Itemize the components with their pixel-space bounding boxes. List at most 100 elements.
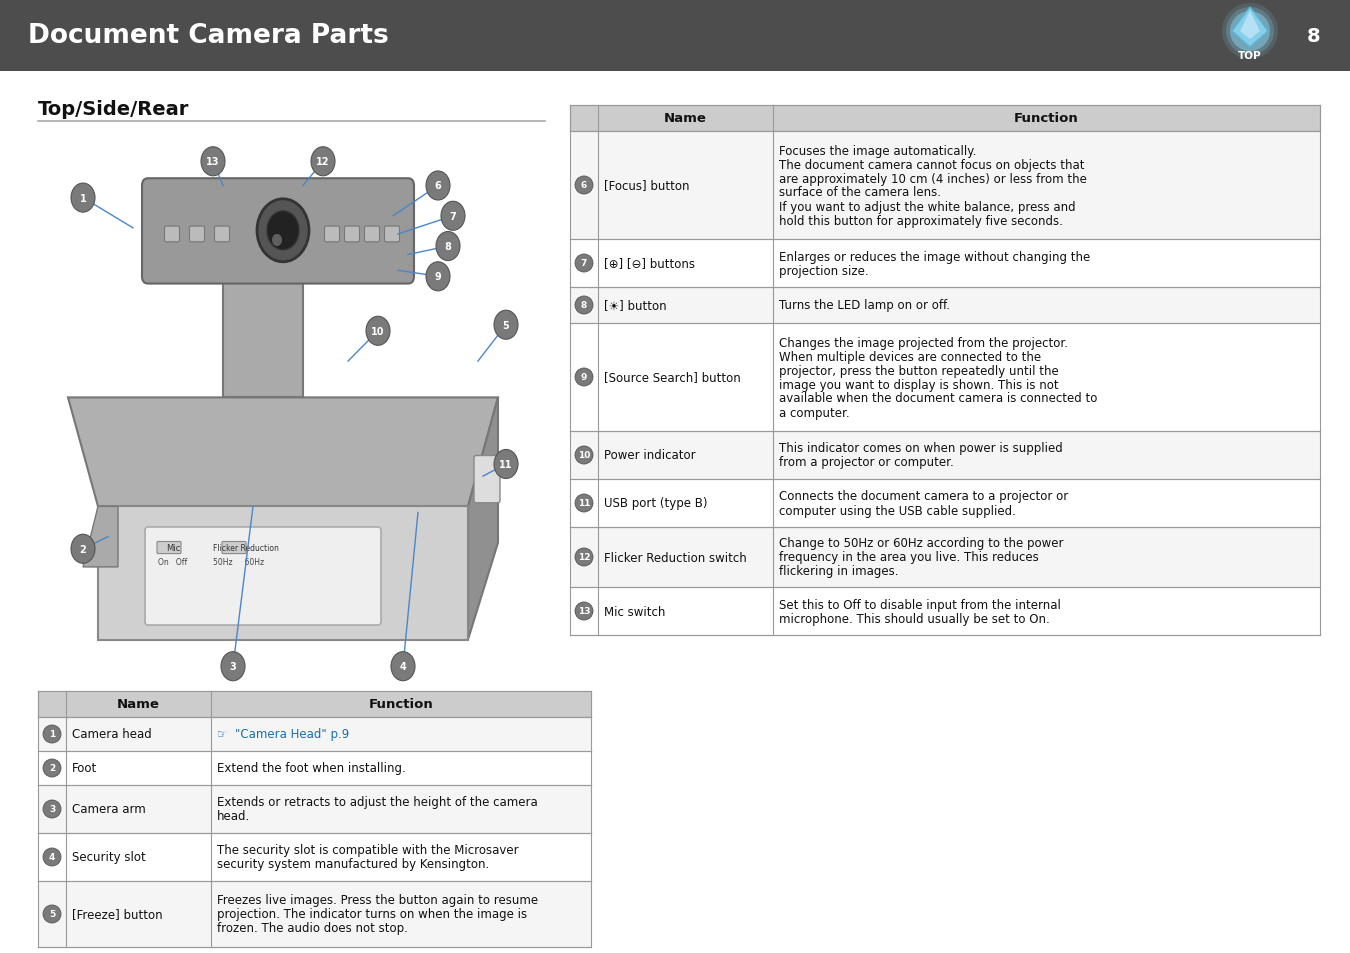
- Text: 1: 1: [80, 193, 86, 203]
- Text: projection size.: projection size.: [779, 264, 868, 277]
- Text: Function: Function: [369, 698, 433, 711]
- Text: frequency in the area you live. This reduces: frequency in the area you live. This red…: [779, 551, 1038, 564]
- Text: 12: 12: [578, 553, 590, 562]
- Circle shape: [575, 602, 593, 620]
- Text: 12: 12: [316, 157, 329, 167]
- Text: 5: 5: [49, 909, 55, 919]
- FancyBboxPatch shape: [364, 227, 379, 243]
- Polygon shape: [1241, 12, 1260, 40]
- Circle shape: [267, 212, 298, 251]
- Text: [Source Search] button: [Source Search] button: [603, 371, 741, 384]
- Text: ☞  "Camera Head" p.9: ☞ "Camera Head" p.9: [217, 728, 350, 740]
- FancyBboxPatch shape: [0, 0, 1350, 71]
- FancyBboxPatch shape: [385, 227, 400, 243]
- Text: microphone. This should usually be set to On.: microphone. This should usually be set t…: [779, 612, 1050, 625]
- Text: Function: Function: [1014, 112, 1079, 126]
- Text: 9: 9: [435, 272, 441, 282]
- Text: Changes the image projected from the projector.: Changes the image projected from the pro…: [779, 336, 1068, 349]
- Text: projection. The indicator turns on when the image is: projection. The indicator turns on when …: [217, 907, 526, 921]
- Text: 2: 2: [80, 544, 86, 554]
- Text: [Focus] button: [Focus] button: [603, 179, 690, 193]
- Text: Connects the document camera to a projector or: Connects the document camera to a projec…: [779, 490, 1068, 503]
- FancyBboxPatch shape: [189, 227, 204, 243]
- Circle shape: [427, 172, 450, 201]
- Text: image you want to display is shown. This is not: image you want to display is shown. This…: [779, 378, 1058, 391]
- Circle shape: [575, 177, 593, 194]
- Text: Extends or retracts to adjust the height of the camera: Extends or retracts to adjust the height…: [217, 796, 537, 809]
- Text: 4: 4: [49, 853, 55, 862]
- FancyBboxPatch shape: [142, 179, 414, 284]
- Text: Foot: Foot: [72, 761, 97, 775]
- FancyBboxPatch shape: [570, 240, 1320, 288]
- Text: 11: 11: [500, 459, 513, 470]
- FancyBboxPatch shape: [570, 324, 1320, 432]
- Text: 8: 8: [1307, 27, 1320, 46]
- Text: 1: 1: [49, 730, 55, 739]
- FancyBboxPatch shape: [570, 587, 1320, 636]
- Text: On   Off: On Off: [158, 558, 188, 567]
- FancyBboxPatch shape: [38, 833, 591, 882]
- FancyBboxPatch shape: [324, 227, 339, 243]
- Circle shape: [72, 535, 94, 563]
- Text: 6: 6: [435, 181, 441, 192]
- Text: 6: 6: [580, 181, 587, 191]
- Text: hold this button for approximately five seconds.: hold this button for approximately five …: [779, 214, 1062, 227]
- Text: 2: 2: [49, 763, 55, 773]
- Text: [Freeze] button: [Freeze] button: [72, 907, 162, 921]
- Text: [⊕] [⊖] buttons: [⊕] [⊖] buttons: [603, 257, 695, 271]
- Text: Camera head: Camera head: [72, 728, 151, 740]
- Text: a computer.: a computer.: [779, 406, 849, 419]
- Text: security system manufactured by Kensington.: security system manufactured by Kensingt…: [217, 858, 489, 871]
- FancyBboxPatch shape: [474, 456, 500, 503]
- Text: head.: head.: [217, 810, 250, 822]
- FancyBboxPatch shape: [38, 691, 591, 718]
- Circle shape: [575, 369, 593, 387]
- Text: 5: 5: [502, 320, 509, 331]
- Circle shape: [575, 296, 593, 314]
- Text: 7: 7: [580, 259, 587, 268]
- Circle shape: [575, 495, 593, 513]
- Circle shape: [72, 184, 94, 213]
- FancyBboxPatch shape: [570, 527, 1320, 587]
- Text: When multiple devices are connected to the: When multiple devices are connected to t…: [779, 350, 1041, 363]
- FancyBboxPatch shape: [215, 227, 230, 243]
- Text: from a projector or computer.: from a projector or computer.: [779, 456, 953, 469]
- Circle shape: [271, 234, 282, 247]
- Circle shape: [221, 652, 244, 681]
- Text: Document Camera Parts: Document Camera Parts: [28, 23, 389, 49]
- FancyBboxPatch shape: [570, 432, 1320, 479]
- FancyBboxPatch shape: [165, 227, 180, 243]
- Text: The security slot is compatible with the Microsaver: The security slot is compatible with the…: [217, 843, 518, 857]
- Text: Power indicator: Power indicator: [603, 449, 695, 462]
- FancyBboxPatch shape: [38, 718, 591, 751]
- Text: 50Hz     60Hz: 50Hz 60Hz: [213, 558, 265, 567]
- Text: projector, press the button repeatedly until the: projector, press the button repeatedly u…: [779, 364, 1058, 377]
- FancyBboxPatch shape: [570, 288, 1320, 324]
- Circle shape: [201, 148, 225, 176]
- Text: 11: 11: [578, 499, 590, 508]
- Text: USB port (type B): USB port (type B): [603, 497, 707, 510]
- Text: Flicker Reduction: Flicker Reduction: [213, 543, 279, 552]
- Text: 9: 9: [580, 374, 587, 382]
- Circle shape: [575, 548, 593, 566]
- Text: Flicker Reduction switch: Flicker Reduction switch: [603, 551, 747, 564]
- Text: [☀] button: [☀] button: [603, 299, 667, 313]
- Text: Top/Side/Rear: Top/Side/Rear: [38, 100, 189, 119]
- Circle shape: [1222, 4, 1278, 60]
- Text: TOP: TOP: [1238, 51, 1262, 61]
- Text: Set this to Off to disable input from the internal: Set this to Off to disable input from th…: [779, 598, 1061, 611]
- Circle shape: [436, 233, 460, 261]
- Text: If you want to adjust the white balance, press and: If you want to adjust the white balance,…: [779, 200, 1076, 213]
- Polygon shape: [223, 277, 302, 398]
- Text: Focuses the image automatically.: Focuses the image automatically.: [779, 144, 976, 157]
- Text: The document camera cannot focus on objects that: The document camera cannot focus on obje…: [779, 158, 1084, 172]
- Text: 13: 13: [578, 607, 590, 616]
- Text: Security slot: Security slot: [72, 851, 146, 863]
- Polygon shape: [468, 398, 498, 639]
- Text: 3: 3: [49, 804, 55, 814]
- Text: Extend the foot when installing.: Extend the foot when installing.: [217, 761, 406, 775]
- Circle shape: [43, 848, 61, 866]
- FancyBboxPatch shape: [221, 542, 246, 554]
- Text: surface of the camera lens.: surface of the camera lens.: [779, 186, 941, 199]
- FancyBboxPatch shape: [157, 542, 181, 554]
